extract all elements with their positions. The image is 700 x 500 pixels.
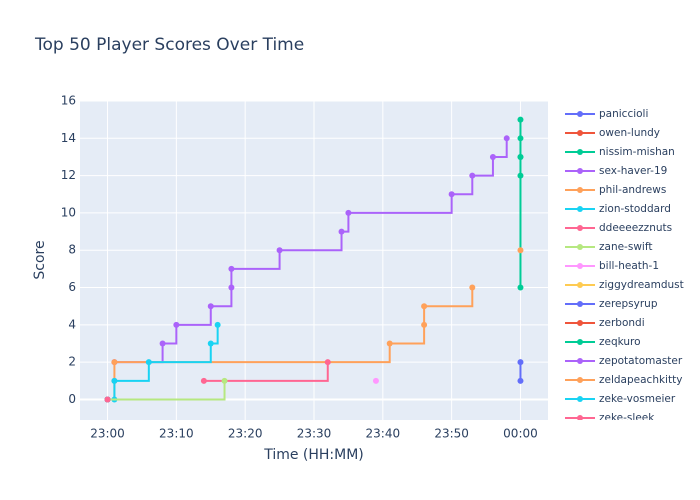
legend-swatch-marker [577, 206, 583, 212]
x-tick-label: 23:10 [159, 427, 194, 441]
data-point [517, 116, 524, 123]
series-line [114, 138, 508, 364]
legend-swatch-marker [577, 377, 583, 383]
legend-label: zeqkuro [599, 336, 641, 348]
data-point [111, 377, 118, 384]
data-point [207, 303, 214, 310]
y-tick-label: 2 [68, 355, 76, 369]
data-point [372, 377, 379, 384]
legend-label: zeldapeachkitty [599, 374, 682, 386]
y-tick-label: 14 [61, 131, 76, 145]
data-point [517, 359, 524, 366]
x-tick-label: 23:50 [434, 427, 469, 441]
legend-label: zane-swift [599, 241, 652, 253]
legend-label: zerepsyrup [599, 298, 658, 310]
legend-swatch-marker [577, 187, 583, 193]
y-tick-label: 12 [61, 168, 76, 182]
y-tick-label: 4 [68, 317, 76, 331]
y-tick-label: 16 [61, 94, 76, 108]
legend-label: zepotatomaster [599, 355, 683, 367]
legend-swatch-marker [577, 320, 583, 326]
legend-swatch-marker [577, 149, 583, 155]
data-point [228, 265, 235, 272]
legend-swatch-marker [577, 358, 583, 364]
plot-area [104, 116, 524, 403]
data-point [345, 209, 352, 216]
legend-label: sex-haver-19 [599, 165, 667, 177]
legend: paniccioli owen-lundy nissim-mishan sex-hav… [565, 108, 684, 424]
data-point [517, 377, 524, 384]
legend-swatch-marker [577, 396, 583, 402]
data-point [338, 228, 345, 235]
data-point [207, 340, 214, 347]
data-point [386, 340, 393, 347]
legend-label: zeke-vosmeier [599, 393, 676, 405]
legend-swatch-marker [577, 244, 583, 250]
data-point [469, 284, 476, 291]
legend-label: ddeeeezznuts [599, 222, 672, 234]
legend-label: zerbondi [599, 317, 645, 329]
data-point [448, 191, 455, 198]
x-tick-label: 00:00 [503, 427, 538, 441]
data-point [469, 172, 476, 179]
legend-swatch-marker [577, 339, 583, 345]
series-line [113, 324, 219, 400]
legend-label: ziggydreamdust [599, 279, 684, 291]
data-point [489, 153, 496, 160]
data-point [517, 284, 524, 291]
data-point [503, 135, 510, 142]
x-axis-title: Time (HH:MM) [263, 447, 364, 463]
legend-swatch-marker [577, 415, 583, 420]
legend-swatch-marker [577, 225, 583, 231]
data-point [324, 359, 331, 366]
legend-label: owen-lundy [599, 127, 660, 139]
data-point [214, 321, 221, 328]
data-point [421, 303, 428, 310]
y-tick-label: 8 [68, 243, 76, 257]
data-point [517, 172, 524, 179]
legend-label: bill-heath-1 [599, 260, 659, 272]
series-line [107, 380, 226, 401]
data-point [421, 321, 428, 328]
data-point [517, 135, 524, 142]
legend-label: zeke-sleek [599, 412, 655, 424]
data-point [111, 359, 118, 366]
y-tick-label: 0 [68, 392, 76, 406]
chart-title: Top 50 Player Scores Over Time [34, 35, 304, 55]
data-point [276, 247, 283, 254]
legend-label: zion-stoddard [599, 203, 671, 215]
data-point [145, 359, 152, 366]
y-tick-label: 10 [61, 205, 76, 219]
x-tick-label: 23:00 [90, 427, 125, 441]
legend-label: nissim-mishan [599, 146, 675, 158]
data-point [200, 377, 207, 384]
data-point [517, 153, 524, 160]
y-axis-title: Score [32, 240, 48, 279]
data-point [104, 396, 111, 403]
x-tick-label: 23:30 [297, 427, 332, 441]
data-point [159, 340, 166, 347]
data-point [221, 377, 228, 384]
legend-swatch-marker [577, 282, 583, 288]
data-point [173, 321, 180, 328]
x-tick-label: 23:20 [228, 427, 263, 441]
data-point [228, 284, 235, 291]
data-point [517, 247, 524, 254]
legend-swatch-marker [577, 168, 583, 174]
series-line [203, 362, 329, 382]
legend-label: paniccioli [599, 108, 648, 120]
legend-swatch-marker [577, 263, 583, 269]
x-tick-label: 23:40 [366, 427, 401, 441]
legend-swatch-marker [577, 111, 583, 117]
y-tick-label: 6 [68, 280, 76, 294]
legend-label: phil-andrews [599, 184, 666, 196]
legend-swatch-marker [577, 130, 583, 136]
legend-swatch-marker [577, 301, 583, 307]
